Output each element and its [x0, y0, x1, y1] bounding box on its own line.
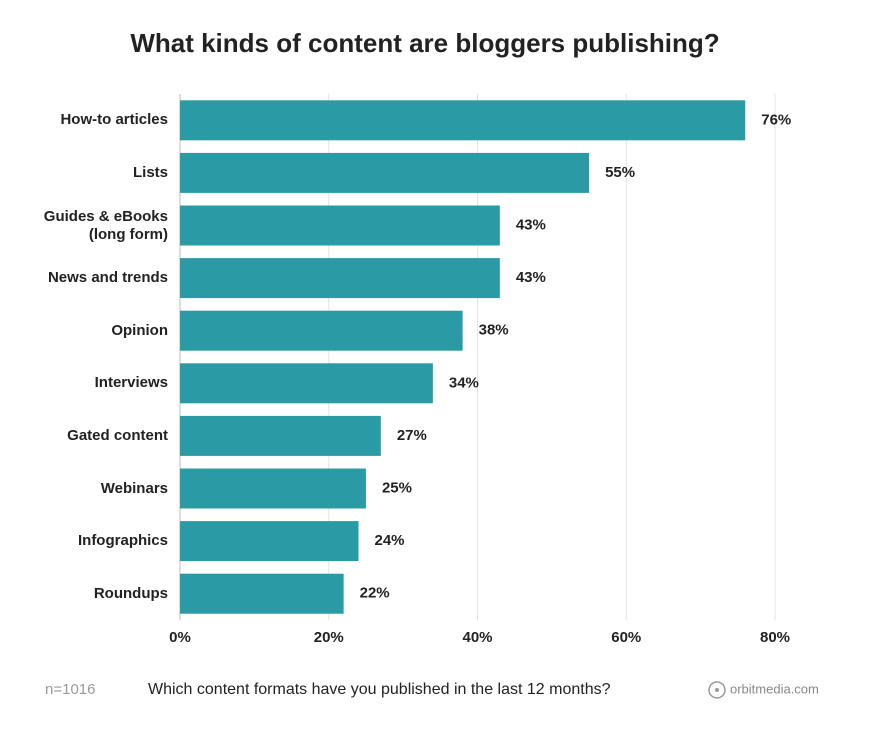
bar [180, 100, 746, 141]
value-label: 22% [360, 585, 390, 602]
bar [180, 258, 500, 299]
x-tick-label: 20% [314, 629, 344, 646]
category-label: Infographics [77, 532, 168, 550]
value-label: 43% [516, 216, 546, 233]
bar [180, 573, 344, 614]
value-label: 76% [761, 111, 791, 128]
x-tick-label: 80% [760, 629, 790, 646]
logo-dot [715, 688, 719, 692]
bar [180, 310, 463, 351]
value-label: 55% [605, 164, 635, 181]
value-label: 27% [397, 427, 427, 444]
source: orbitmedia.com [730, 681, 819, 696]
bar [180, 152, 590, 193]
x-tick-label: 60% [611, 629, 641, 646]
category-label: Interviews [94, 374, 168, 392]
chart-title: What kinds of content are bloggers publi… [130, 28, 719, 58]
category-label: Guides & eBooks (long form) [43, 207, 168, 243]
category-label: Webinars [100, 479, 168, 497]
value-label: 38% [479, 322, 509, 339]
value-label: 34% [449, 374, 479, 391]
bar [180, 363, 433, 404]
question: Which content formats have you published… [148, 681, 611, 698]
value-label: 24% [375, 532, 405, 549]
category-label: Gated content [67, 426, 168, 444]
x-tick-label: 0% [169, 629, 191, 646]
bar [180, 415, 381, 456]
value-label: 25% [382, 479, 412, 496]
x-tick-label: 40% [462, 629, 492, 646]
category-label: Opinion [111, 321, 168, 339]
bar [180, 205, 500, 246]
category-label: Lists [132, 163, 168, 181]
category-label: How-to articles [60, 111, 168, 129]
bar [180, 468, 366, 509]
bar [180, 521, 359, 562]
category-label: News and trends [47, 269, 168, 287]
category-label: Roundups [93, 584, 168, 602]
value-label: 43% [516, 269, 546, 286]
sample-size: n=1016 [45, 681, 95, 698]
logo-icon [708, 681, 726, 699]
